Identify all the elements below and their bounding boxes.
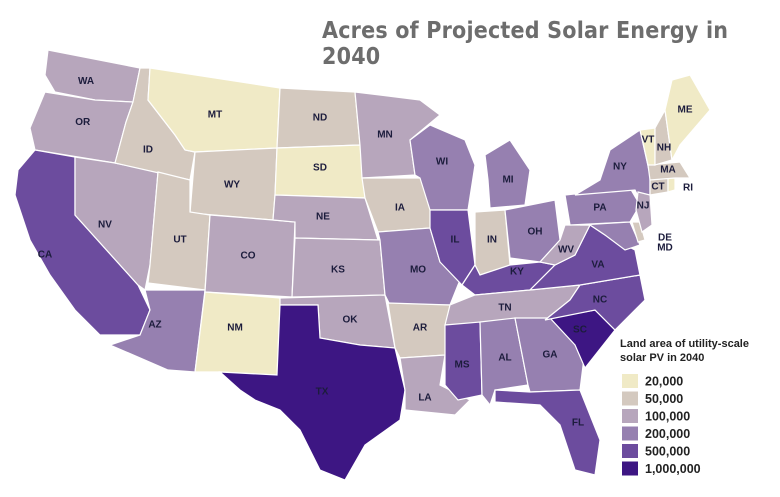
legend-label: 500,000 [645, 444, 690, 458]
state-label: KY [510, 267, 524, 278]
state-label: IA [395, 203, 405, 214]
state-label: MS [455, 360, 470, 371]
state-label: WY [224, 180, 240, 191]
state [399, 354, 472, 416]
state-label: NC [593, 295, 607, 306]
legend-label: 20,000 [645, 374, 683, 388]
state-label: NV [98, 220, 112, 231]
state [635, 191, 653, 233]
state-label: IN [487, 235, 497, 246]
state-label: MA [660, 165, 676, 176]
state-label: OR [75, 117, 91, 128]
legend-title: Land area of utility-scale solar PV in 2… [620, 338, 749, 364]
state-label: SD [313, 163, 327, 174]
state-label: LA [418, 393, 431, 404]
state [631, 221, 646, 243]
state-label: MI [502, 175, 513, 186]
legend-swatch [622, 461, 638, 476]
state [494, 389, 601, 476]
state [484, 139, 531, 209]
state-label: CT [651, 182, 664, 193]
state [218, 304, 406, 481]
state-label: NE [316, 212, 330, 223]
state-label: AZ [148, 320, 161, 331]
state-label: SC [573, 325, 587, 336]
state-label: DE [658, 233, 672, 244]
state-label: ME [678, 105, 693, 116]
state [647, 161, 692, 181]
state-label: VA [591, 260, 604, 271]
state-label: MT [208, 110, 222, 121]
state [544, 274, 646, 331]
state-label: CA [38, 250, 52, 261]
state-label: MD [657, 243, 673, 254]
legend-label: 200,000 [645, 427, 690, 441]
legend-label: 100,000 [645, 409, 690, 423]
state-label: IL [451, 235, 460, 246]
state-label: NJ [637, 201, 650, 212]
state-label: WV [558, 245, 574, 256]
legend-swatch [622, 391, 638, 406]
legend-swatch [622, 444, 638, 458]
state-label: GA [543, 350, 558, 361]
state-label: AL [498, 353, 511, 364]
legend-label: 1,000,000 [645, 462, 701, 476]
state-label: ID [143, 145, 153, 156]
state [667, 177, 676, 193]
state-label: NM [227, 323, 243, 334]
state-label: OK [343, 315, 359, 326]
state-label: OH [528, 227, 543, 238]
state-label: RI [683, 183, 693, 194]
map-title: Acres of Projected Solar Energy in 2040 [322, 18, 729, 70]
legend-swatch [622, 426, 638, 441]
state-label: WI [436, 157, 448, 168]
state-label: PA [593, 203, 606, 214]
state-label: NY [613, 162, 627, 173]
state-label: AR [413, 323, 428, 334]
state-label: MO [410, 265, 426, 276]
state-label: CO [241, 251, 256, 262]
legend-swatch [622, 409, 638, 423]
state-label: ND [313, 113, 327, 124]
legend-swatch [622, 374, 638, 388]
state-label: MN [377, 130, 393, 141]
state-label: VT [642, 135, 655, 146]
state-label: WA [78, 76, 94, 87]
state [664, 74, 711, 162]
state-label: UT [173, 235, 186, 246]
state-label: FL [572, 418, 584, 429]
state [579, 221, 641, 251]
state-label: NH [657, 143, 671, 154]
legend-label: 50,000 [645, 392, 683, 406]
state-label: KS [331, 265, 345, 276]
state-label: TX [316, 387, 329, 398]
state-label: TN [498, 303, 511, 314]
